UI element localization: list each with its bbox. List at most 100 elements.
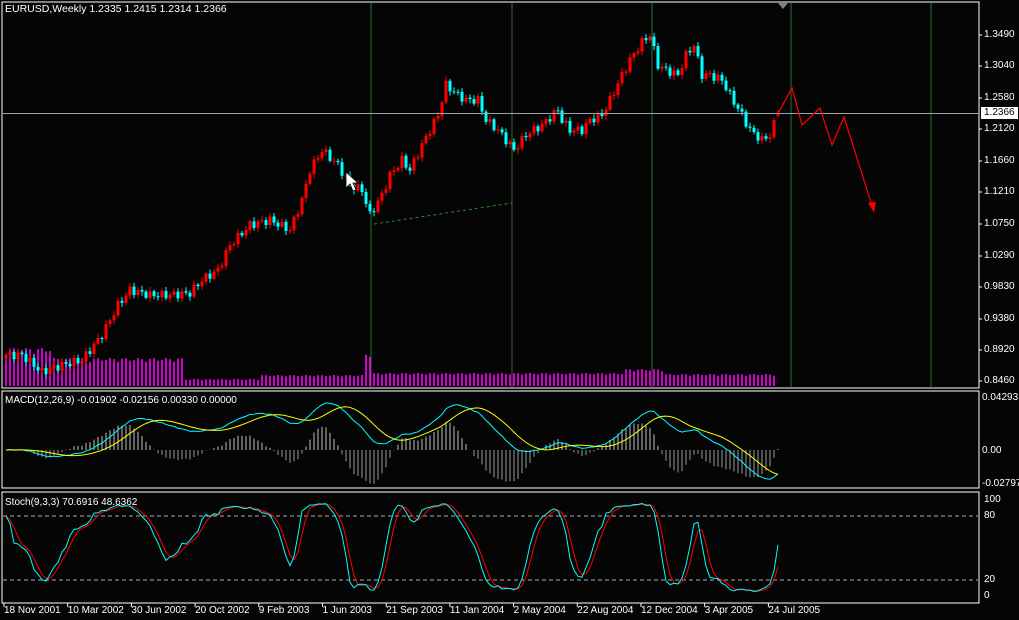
candle-body bbox=[492, 119, 496, 131]
candle-body bbox=[504, 132, 508, 145]
candle-body bbox=[60, 362, 64, 371]
candle-body bbox=[308, 173, 312, 184]
candle-body bbox=[208, 273, 212, 279]
candle-body bbox=[4, 355, 8, 358]
candle-body bbox=[644, 37, 648, 41]
candle-body bbox=[744, 111, 748, 127]
candle-body bbox=[572, 130, 576, 133]
candle-body bbox=[264, 220, 268, 226]
candle-body bbox=[224, 250, 228, 266]
candle-body bbox=[508, 142, 512, 145]
candle-body bbox=[576, 126, 580, 131]
candle-body bbox=[760, 136, 764, 141]
candle-body bbox=[672, 70, 676, 76]
macd-panel-frame bbox=[1, 390, 980, 489]
candle-body bbox=[356, 184, 360, 191]
candle-body bbox=[204, 273, 208, 282]
candle-body bbox=[776, 113, 780, 116]
candle-body bbox=[516, 148, 520, 150]
candle-body bbox=[280, 221, 284, 227]
candle-body bbox=[396, 168, 400, 171]
candle-body bbox=[184, 291, 188, 293]
chart-title: EURUSD,Weekly 1.2335 1.2415 1.2314 1.236… bbox=[5, 3, 227, 15]
candle-body bbox=[360, 184, 364, 193]
candle-body bbox=[712, 73, 716, 81]
time-axis-label: 11 Jan 2004 bbox=[449, 605, 505, 616]
candle-body bbox=[476, 96, 480, 104]
candle-body bbox=[52, 365, 56, 369]
candle-body bbox=[136, 289, 140, 296]
candle-body bbox=[72, 357, 76, 367]
candle-body bbox=[232, 244, 236, 246]
candle-body bbox=[596, 112, 600, 123]
candle-body bbox=[384, 189, 388, 193]
candle-body bbox=[628, 57, 632, 72]
candle-body bbox=[292, 216, 296, 231]
candle-body bbox=[324, 149, 328, 153]
chart-shift-marker[interactable] bbox=[778, 3, 788, 9]
candle-body bbox=[684, 50, 688, 69]
candle-body bbox=[148, 291, 152, 298]
candle-body bbox=[568, 120, 572, 133]
candle-body bbox=[548, 119, 552, 122]
candle-body bbox=[752, 127, 756, 133]
candle-body bbox=[732, 90, 736, 105]
candle-body bbox=[668, 67, 672, 76]
price-axis-label: 1.3490 bbox=[984, 29, 1015, 40]
candle-body bbox=[272, 216, 276, 223]
candle-body bbox=[36, 366, 40, 371]
price-axis-label: 1.1210 bbox=[984, 186, 1015, 197]
candle-body bbox=[40, 367, 44, 371]
candle-body bbox=[88, 351, 92, 354]
candle-body bbox=[704, 73, 708, 79]
candle-body bbox=[496, 129, 500, 131]
stoch-axis-label: 0 bbox=[984, 590, 990, 601]
candle-body bbox=[756, 132, 760, 141]
candle-body bbox=[768, 137, 772, 139]
candle-body bbox=[540, 123, 544, 132]
candle-body bbox=[464, 97, 468, 102]
candle-body bbox=[92, 343, 96, 354]
candle-body bbox=[700, 56, 704, 79]
candle-body bbox=[32, 357, 36, 367]
macd-signal-line bbox=[5, 406, 779, 475]
price-axis-label: 0.9380 bbox=[984, 313, 1015, 324]
price-axis-label: 1.0290 bbox=[984, 250, 1015, 261]
candle-body bbox=[632, 53, 636, 58]
candle-body bbox=[692, 45, 696, 53]
macd-axis-label: -0.02797 bbox=[982, 478, 1019, 489]
candle-body bbox=[304, 183, 308, 198]
candle-body bbox=[332, 160, 336, 162]
candle-body bbox=[724, 80, 728, 91]
forecast-zigzag-line[interactable] bbox=[777, 86, 875, 213]
candle-body bbox=[580, 126, 584, 135]
last-price-label: 1.2366 bbox=[981, 107, 1018, 119]
candle-body bbox=[276, 222, 280, 227]
price-axis-label: 0.8460 bbox=[984, 375, 1015, 386]
candle-body bbox=[316, 158, 320, 160]
candle-body bbox=[28, 357, 32, 363]
candle-body bbox=[612, 94, 616, 96]
candle-body bbox=[236, 232, 240, 245]
macd-title: MACD(12,26,9) -0.01902 -0.02156 0.00330 … bbox=[5, 395, 237, 406]
candle-body bbox=[720, 74, 724, 81]
drawing-objects[interactable] bbox=[373, 86, 876, 225]
price-axis-label: 1.2580 bbox=[984, 92, 1015, 103]
candle-body bbox=[448, 80, 452, 92]
panel-frames bbox=[1, 1, 980, 604]
candle-body bbox=[660, 66, 664, 69]
candle-body bbox=[620, 71, 624, 84]
candle-body bbox=[748, 126, 752, 128]
trendline[interactable] bbox=[373, 202, 513, 225]
grid-lines bbox=[370, 3, 932, 387]
candle-body bbox=[656, 46, 660, 69]
price-axis-label: 0.8920 bbox=[984, 344, 1015, 355]
candle-body bbox=[124, 295, 128, 303]
stoch-main-line bbox=[5, 502, 779, 593]
candle-body bbox=[300, 197, 304, 215]
candle-body bbox=[212, 271, 216, 279]
candle-body bbox=[104, 324, 108, 340]
candle-body bbox=[260, 220, 264, 222]
candle-body bbox=[444, 80, 448, 103]
